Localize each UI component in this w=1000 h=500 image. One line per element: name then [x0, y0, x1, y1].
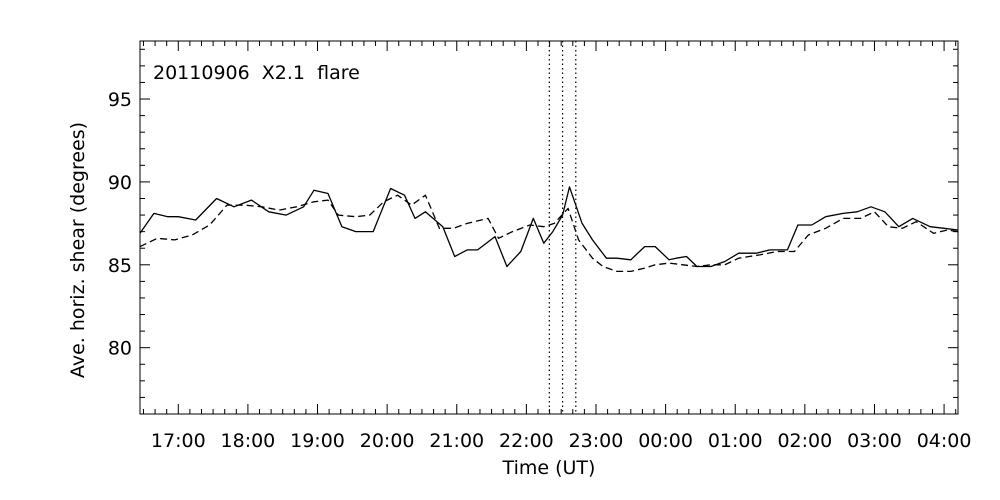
- y-tick-label: 90: [108, 172, 132, 194]
- x-tick-label: 23:00: [569, 430, 624, 452]
- x-axis-title: Time (UT): [502, 457, 596, 479]
- x-tick-label: 21:00: [429, 430, 484, 452]
- x-tick-label: 19:00: [290, 430, 345, 452]
- series-group: [139, 186, 959, 273]
- plot-frame: [139, 40, 959, 415]
- x-tick-label: 04:00: [917, 430, 972, 452]
- x-tick-label: 17:00: [151, 430, 206, 452]
- series-line-dashed: [139, 194, 959, 273]
- x-tick-label: 18:00: [221, 430, 276, 452]
- x-tick-label: 00:00: [638, 430, 693, 452]
- x-tick-label: 22:00: [499, 430, 554, 452]
- y-tick-label: 80: [108, 338, 132, 360]
- y-tick-label: 85: [108, 255, 132, 277]
- plot-area: [139, 40, 959, 415]
- x-tick-label: 01:00: [708, 430, 763, 452]
- axes: 80 85 90 95 17:00 18:00 19:00 20:00 21:00 22:00 23…: [108, 41, 972, 452]
- y-axis-title: Ave. horiz. shear (degrees): [67, 122, 89, 378]
- x-tick-label: 02:00: [777, 430, 832, 452]
- x-tick-label: 20:00: [360, 430, 415, 452]
- y-tick-label: 95: [108, 89, 132, 111]
- vertical-marker-group: [548, 41, 577, 414]
- x-tick-label: 03:00: [847, 430, 902, 452]
- chart-annotation: 20110906 X2.1 flare: [153, 62, 360, 84]
